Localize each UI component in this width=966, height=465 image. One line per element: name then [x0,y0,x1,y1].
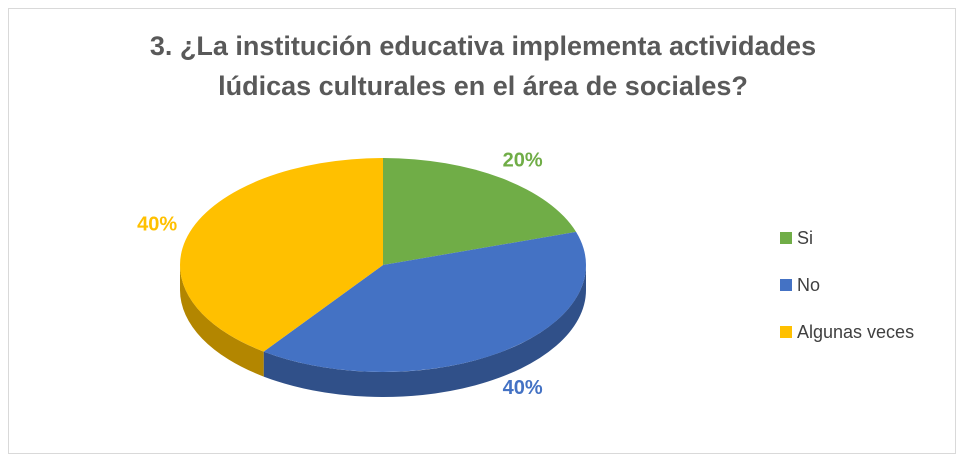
legend-label: Algunas veces [797,322,914,342]
legend-label: No [797,275,820,295]
value-label: 40% [137,214,177,236]
pie-slice [263,231,586,372]
legend-label: Si [797,228,813,248]
legend-swatch [780,326,792,338]
pie-slice [383,158,577,265]
legend-swatch [780,279,792,291]
legend-swatch [780,232,792,244]
chart-frame [8,8,956,454]
pie-slice [180,158,383,352]
title-box: 3. ¿La institución educativa implementa … [0,26,966,106]
value-label: 40% [503,377,543,399]
value-label: 20% [503,149,543,171]
pie-side [263,265,586,397]
chart-title: 3. ¿La institución educativa implementa … [149,31,817,101]
pie-side [180,265,264,377]
